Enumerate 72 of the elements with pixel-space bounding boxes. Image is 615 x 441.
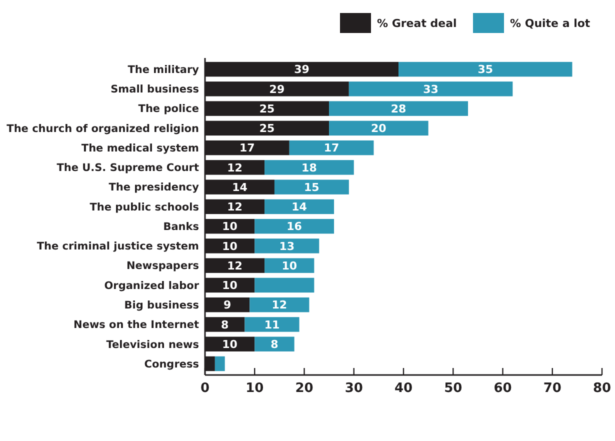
- x-tick-label: 70: [543, 381, 562, 396]
- legend-label: % Great deal: [377, 16, 457, 30]
- data-label: 11: [264, 318, 280, 332]
- y-tick-label: The public schools: [90, 201, 199, 214]
- data-label: 10: [222, 338, 238, 351]
- data-label: 10: [222, 240, 238, 253]
- bar: [289, 140, 374, 156]
- y-tick-label: The presidency: [108, 182, 200, 194]
- data-label: 17: [324, 142, 340, 155]
- data-label: 25: [259, 122, 275, 136]
- data-label: 12: [227, 161, 242, 174]
- data-label: 15: [304, 180, 320, 194]
- bar: [254, 336, 294, 352]
- data-label: 10: [222, 279, 238, 292]
- y-tick-label: Organized labor: [104, 280, 200, 292]
- data-label: 10: [222, 220, 238, 234]
- bar: [254, 238, 320, 254]
- data-label: 18: [302, 161, 317, 174]
- legend-label: % Quite a lot: [510, 16, 590, 30]
- data-label: 28: [390, 102, 406, 116]
- y-tick-label: The criminal justice system: [36, 240, 200, 253]
- y-tick-label: The church of organized religion: [6, 122, 199, 135]
- bar: [264, 199, 334, 214]
- data-label: 8: [221, 318, 229, 332]
- data-label: 13: [279, 240, 295, 253]
- y-tick-label: Big business: [124, 300, 199, 312]
- data-label: 39: [294, 63, 310, 76]
- x-tick-label: 80: [592, 381, 612, 396]
- data-label: 10: [282, 259, 298, 272]
- bar: [398, 62, 572, 77]
- data-label: 8: [270, 338, 278, 351]
- y-tick-label: News on the Internet: [74, 319, 199, 332]
- x-tick-label: 30: [344, 381, 363, 396]
- data-label: 29: [269, 82, 285, 96]
- x-tick-label: 50: [444, 381, 462, 396]
- x-tick-label: 20: [295, 381, 314, 396]
- bar: [348, 82, 513, 96]
- bar: [214, 356, 225, 372]
- x-tick-label: 10: [246, 381, 264, 396]
- bar: [274, 180, 349, 194]
- data-label: 14: [292, 200, 308, 214]
- x-tick-label: 60: [494, 381, 512, 396]
- data-label: 25: [259, 102, 275, 116]
- y-tick-label: Television news: [106, 338, 199, 351]
- data-label: 12: [272, 298, 288, 312]
- data-label: 17: [240, 142, 255, 155]
- y-tick-label: Congress: [144, 358, 199, 370]
- data-label: 12: [227, 200, 242, 214]
- data-label: 35: [478, 63, 494, 76]
- y-tick-label: The medical system: [81, 142, 200, 154]
- x-tick-label: 0: [200, 381, 210, 396]
- data-label: 33: [423, 82, 438, 96]
- y-tick-label: The police: [138, 103, 199, 116]
- bar: [329, 120, 428, 136]
- data-label: 16: [286, 220, 302, 234]
- bar: [250, 297, 310, 312]
- y-tick-label: The military: [128, 64, 200, 76]
- data-label: 14: [232, 180, 248, 194]
- y-tick-label: Banks: [163, 220, 199, 233]
- data-label: 12: [227, 259, 242, 272]
- data-label: 20: [371, 122, 387, 136]
- bar: [244, 317, 300, 332]
- data-label: 9: [224, 298, 232, 312]
- bar: [264, 160, 354, 175]
- bar: [329, 101, 468, 116]
- bar: [254, 278, 314, 293]
- bar: [264, 258, 314, 273]
- y-tick-label: Small business: [110, 84, 199, 96]
- bar: [254, 218, 334, 234]
- x-tick-label: 40: [394, 381, 413, 396]
- y-tick-label: The U.S. Supreme Court: [56, 162, 199, 174]
- y-tick-label: Newspapers: [126, 260, 199, 272]
